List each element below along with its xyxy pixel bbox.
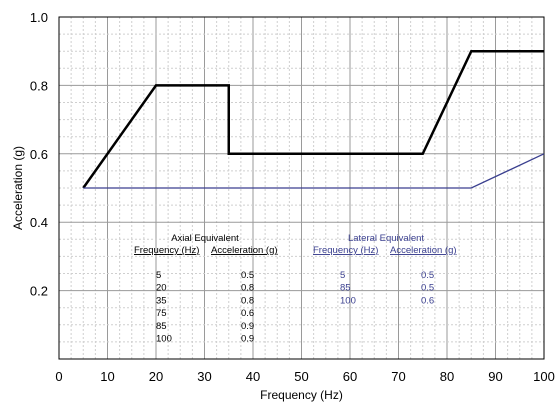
x-axis-ticks: 0 10 20 30 40 50 60 70 80 90 100 <box>55 369 554 384</box>
axial-table-frequency: 5 <box>156 270 161 281</box>
axial-table-frequency: 100 <box>156 334 172 345</box>
axial-table-acceleration: 0.8 <box>241 283 254 294</box>
lateral-table-header: Acceleration (g) <box>390 245 457 256</box>
lateral-series-line <box>83 153 545 189</box>
lateral-table-header: Frequency (Hz) <box>313 245 378 256</box>
axial-table-acceleration: 0.9 <box>241 334 254 345</box>
y-tick-label: 0.2 <box>30 284 48 299</box>
lateral-table-acceleration: 0.5 <box>421 283 434 294</box>
x-tick-label: 90 <box>488 369 502 384</box>
lateral-table-frequency: 5 <box>340 270 345 281</box>
axial-table-header: Acceleration (g) <box>211 245 278 256</box>
y-tick-label: 1.0 <box>30 10 48 25</box>
y-tick-label: 0.4 <box>30 215 48 230</box>
lateral-table-title: Lateral Equivalent <box>348 233 424 244</box>
plot-area <box>58 16 545 360</box>
axial-table-acceleration: 0.6 <box>241 308 254 319</box>
x-tick-label: 40 <box>246 369 260 384</box>
x-tick-label: 50 <box>294 369 308 384</box>
lateral-table-acceleration: 0.6 <box>421 295 434 306</box>
y-tick-label: 0.6 <box>30 147 48 162</box>
y-tick-label: 0.8 <box>30 78 48 93</box>
x-axis-title: Frequency (Hz) <box>260 388 343 402</box>
axial-table-header: Frequency (Hz) <box>134 245 199 256</box>
x-tick-label: 0 <box>55 369 62 384</box>
series-layer <box>82 49 545 189</box>
axial-table-frequency: 35 <box>156 295 167 306</box>
x-tick-label: 80 <box>440 369 454 384</box>
x-tick-label: 100 <box>533 369 555 384</box>
x-tick-label: 60 <box>343 369 357 384</box>
axial-series-line <box>82 49 544 189</box>
lateral-table-acceleration: 0.5 <box>421 270 434 281</box>
axial-table-frequency: 75 <box>156 308 167 319</box>
x-tick-label: 20 <box>149 369 163 384</box>
y-axis-title: Acceleration (g) <box>11 146 25 230</box>
axial-table-acceleration: 0.9 <box>241 321 254 332</box>
axial-table-acceleration: 0.5 <box>241 270 254 281</box>
x-tick-label: 30 <box>197 369 211 384</box>
axial-table-frequency: 20 <box>156 283 167 294</box>
lateral-table-frequency: 85 <box>340 283 351 294</box>
y-axis-ticks: 0.2 0.4 0.6 0.8 1.0 <box>30 10 48 299</box>
axial-table-frequency: 85 <box>156 321 167 332</box>
axial-table-acceleration: 0.8 <box>241 295 254 306</box>
axial-table-title: Axial Equivalent <box>171 233 239 244</box>
x-tick-label: 70 <box>391 369 405 384</box>
x-tick-label: 10 <box>100 369 114 384</box>
lateral-table-frequency: 100 <box>340 295 356 306</box>
